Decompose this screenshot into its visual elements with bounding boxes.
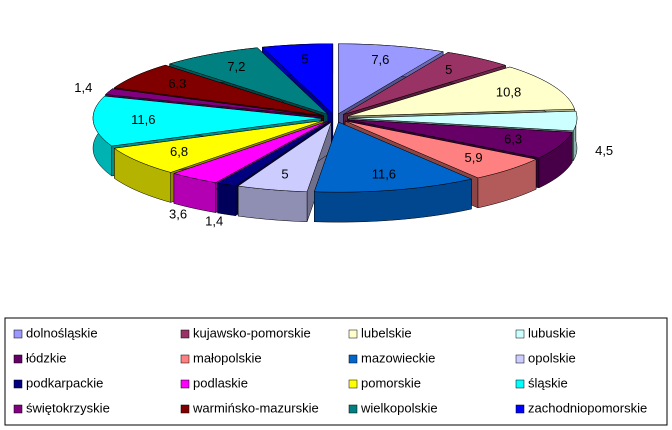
legend-swatch	[515, 404, 525, 414]
legend-swatch	[13, 379, 23, 389]
legend-swatch	[13, 329, 23, 339]
legend-swatch	[348, 379, 358, 389]
legend-label: małopolskie	[193, 350, 262, 365]
legend-label: zachodniopomorskie	[528, 400, 647, 415]
slice-top	[345, 120, 537, 179]
legend-label: łódzkie	[26, 350, 66, 365]
data-label: 6,3	[504, 131, 522, 146]
data-label: 5	[281, 166, 288, 181]
legend-swatch	[348, 354, 358, 364]
slice-top	[347, 66, 575, 117]
slice-top	[113, 120, 324, 173]
slice-top	[92, 95, 322, 147]
legend-label: kujawsko-pomorskie	[193, 325, 311, 340]
legend-label: śląskie	[528, 375, 568, 390]
legend-swatch	[180, 404, 190, 414]
slice-top	[261, 43, 334, 115]
legend-box	[4, 317, 668, 426]
legend-swatch	[515, 379, 525, 389]
data-label: 11,6	[372, 166, 396, 181]
legend-label: warmińsko-mazurskie	[192, 400, 319, 415]
data-label: 1,4	[205, 213, 223, 228]
legend-swatch	[515, 329, 525, 339]
slice-top	[313, 121, 473, 193]
data-label: 6,8	[170, 144, 188, 159]
legend-swatch	[180, 354, 190, 364]
data-label: 6,3	[168, 76, 186, 91]
slice-top	[113, 64, 324, 116]
data-label: 7,6	[371, 52, 389, 67]
legend-swatch	[348, 404, 358, 414]
slice	[313, 121, 473, 223]
data-label: 3,6	[169, 207, 187, 222]
slice	[237, 121, 332, 223]
legend-label: podlaskie	[193, 375, 248, 390]
legend-label: dolnośląskie	[26, 325, 98, 340]
data-label: 5	[301, 51, 308, 66]
legend-label: lubelskie	[361, 325, 412, 340]
data-label: 10,8	[496, 84, 521, 99]
legend-swatch	[13, 404, 23, 414]
legend-swatch	[515, 354, 525, 364]
data-label: 1,4	[74, 80, 92, 95]
legend-swatch	[180, 329, 190, 339]
legend-label: podkarpackie	[26, 375, 103, 390]
slice-top	[216, 121, 329, 186]
legend-label: mazowieckie	[361, 350, 435, 365]
slice-top	[104, 88, 322, 117]
legend-swatch	[348, 329, 358, 339]
slice-top	[348, 110, 578, 132]
legend-swatch	[180, 379, 190, 389]
slice-top	[237, 121, 332, 193]
slice-top	[347, 119, 573, 159]
data-label: 11,6	[131, 112, 155, 127]
slice-side	[217, 182, 236, 217]
legend-label: wielkopolskie	[360, 400, 438, 415]
data-label: 5,9	[465, 150, 483, 165]
slice-top	[338, 43, 444, 115]
data-label: 4,5	[595, 143, 613, 158]
legend-label: lubuskie	[528, 325, 576, 340]
slice-top	[173, 121, 327, 183]
legend-swatch	[13, 354, 23, 364]
slice-top	[343, 52, 507, 115]
data-label: 7,2	[227, 59, 245, 74]
slice-top	[168, 47, 328, 115]
legend-label: świętokrzyskie	[26, 400, 110, 415]
legend-label: pomorskie	[361, 375, 421, 390]
legend-label: opolskie	[528, 350, 576, 365]
data-label: 5	[445, 62, 452, 77]
